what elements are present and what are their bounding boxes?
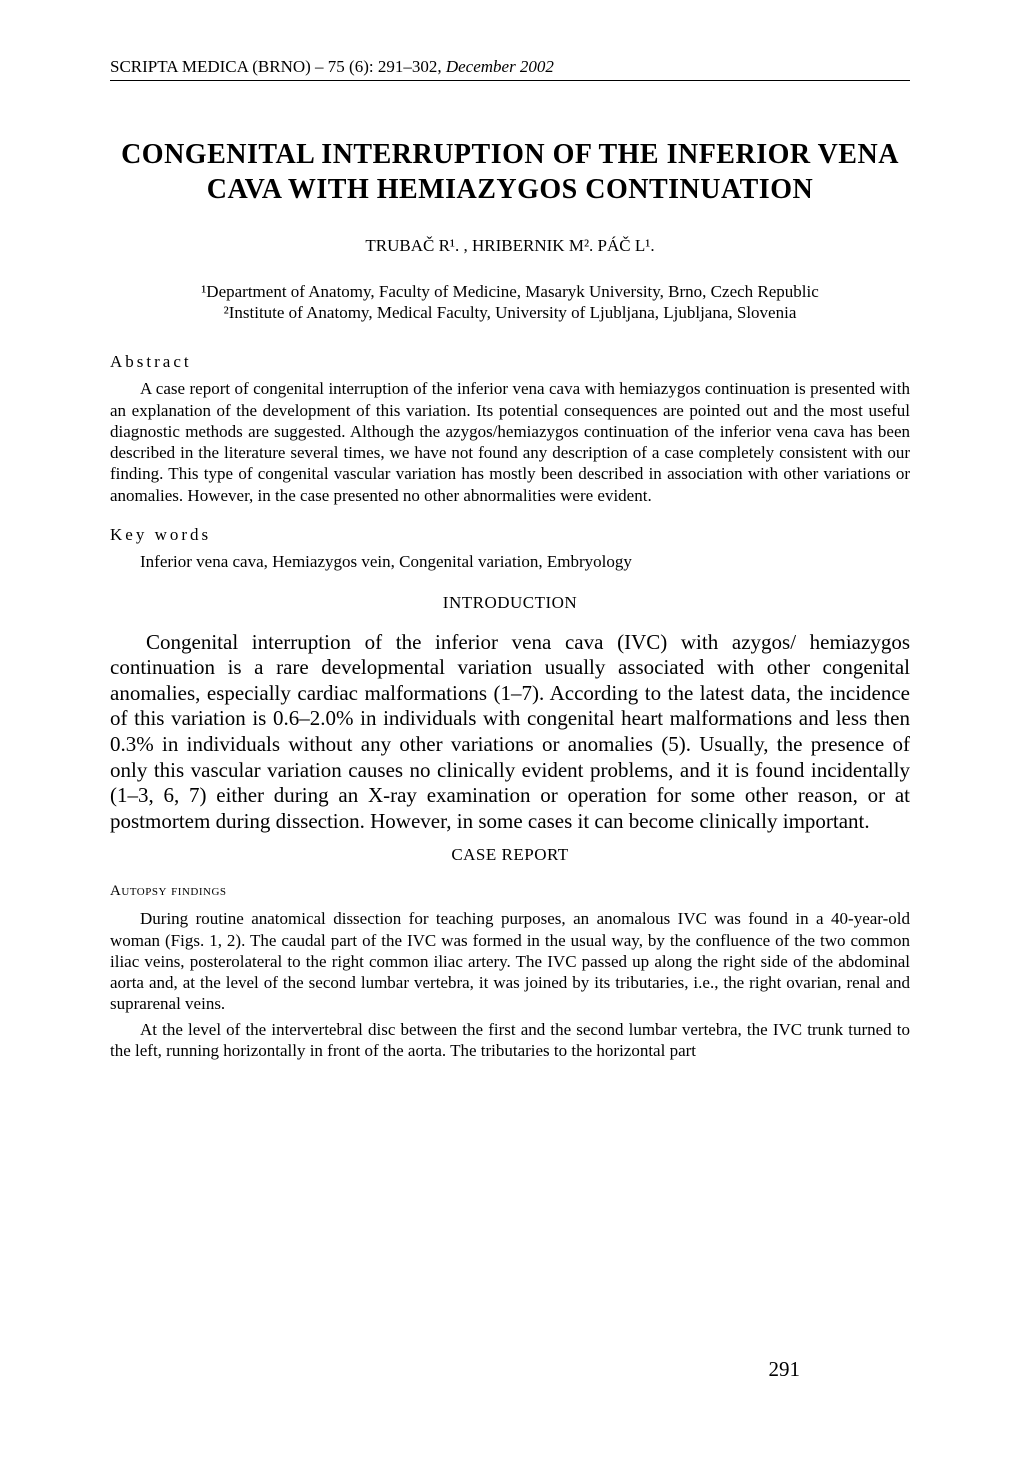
- journal-name: SCRIPTA MEDICA (BRNO): [110, 57, 311, 76]
- autopsy-subheading: Autopsy findings: [110, 882, 910, 901]
- keywords-label: Key words: [110, 524, 910, 545]
- case-report-heading: CASE REPORT: [110, 844, 910, 865]
- affiliation-2: ²Institute of Anatomy, Medical Faculty, …: [110, 302, 910, 323]
- abstract-label: Abstract: [110, 351, 910, 372]
- abstract-text: A case report of congenital interruption…: [110, 378, 910, 506]
- case-report-p1: During routine anatomical dissection for…: [110, 908, 910, 1014]
- affiliations: ¹Department of Anatomy, Faculty of Medic…: [110, 281, 910, 324]
- case-report-p2: At the level of the intervertebral disc …: [110, 1019, 910, 1062]
- introduction-p1: Congenital interruption of the inferior …: [110, 630, 910, 835]
- issue-date: December 2002: [446, 57, 554, 76]
- issue-info: – 75 (6): 291–302,: [311, 57, 446, 76]
- page-number: 291: [769, 1356, 801, 1382]
- keywords-text: Inferior vena cava, Hemiazygos vein, Con…: [110, 551, 910, 572]
- affiliation-1: ¹Department of Anatomy, Faculty of Medic…: [110, 281, 910, 302]
- introduction-heading: INTRODUCTION: [110, 592, 910, 613]
- authors-line: TRUBAČ R¹. , HRIBERNIK M². PÁČ L¹.: [110, 235, 910, 256]
- running-head: SCRIPTA MEDICA (BRNO) – 75 (6): 291–302,…: [110, 56, 910, 81]
- article-title: CONGENITAL INTERRUPTION OF THE INFERIOR …: [110, 137, 910, 207]
